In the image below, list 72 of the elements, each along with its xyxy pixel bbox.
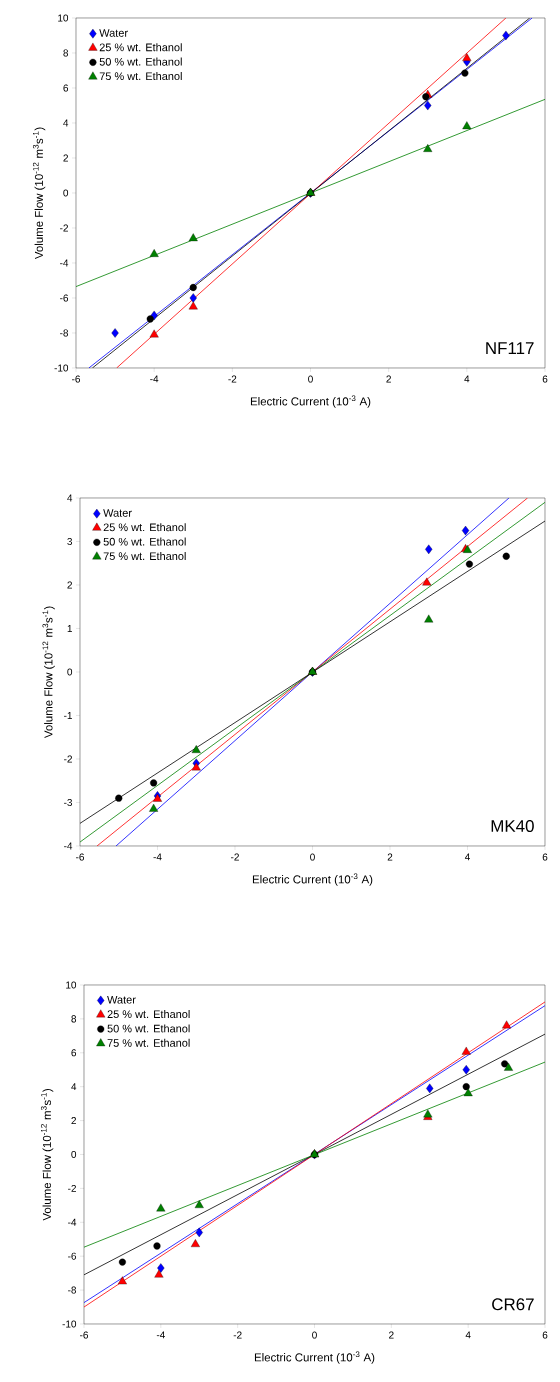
x-tick-label: 0 xyxy=(310,853,315,861)
y-tick-label: -1 xyxy=(64,712,72,719)
legend-label: 75 % wt. Ethanol xyxy=(99,72,182,81)
y-axis-title: Volume Flow (10$^{-12}$ m$^{3}$s$^{-1}$) xyxy=(42,606,55,739)
y-tick-label: 3 xyxy=(67,537,73,545)
legend-label: 50 % wt. Ethanol xyxy=(107,1024,190,1033)
legend-label: 25 % wt. Ethanol xyxy=(99,43,182,52)
y-tick-label: 2 xyxy=(71,1117,76,1125)
y-tick-label: 0 xyxy=(71,1150,77,1159)
y-tick-label: 8 xyxy=(63,49,69,57)
legend-label: Water xyxy=(99,29,128,37)
x-axis-title: Electric Current (10$^{-3}$ A) xyxy=(252,873,373,886)
y-tick-label: -8 xyxy=(68,1286,77,1294)
x-tick-label: 2 xyxy=(389,1331,394,1339)
y-tick-label: 6 xyxy=(63,84,69,92)
legend-label: 75 % wt. Ethanol xyxy=(103,551,186,561)
y-tick-label: 8 xyxy=(71,1015,77,1023)
y-tick-label: -6 xyxy=(60,294,69,302)
x-tick-label: 0 xyxy=(312,1331,317,1339)
legend-label: Water xyxy=(107,995,136,1004)
y-tick-label: 4 xyxy=(71,1083,77,1091)
x-tick-label: -4 xyxy=(156,1331,165,1339)
y-tick-label: -10 xyxy=(62,1320,77,1328)
legend-label: Water xyxy=(103,509,132,517)
y-tick-label: -8 xyxy=(60,329,69,337)
legend-label: 50 % wt. Ethanol xyxy=(103,537,186,546)
legend-label: 25 % wt. Ethanol xyxy=(103,523,186,532)
annotation: CR67 xyxy=(492,1298,534,1311)
y-tick-label: -10 xyxy=(54,364,69,372)
x-axis-title: Electric Current (10$^{-3}$ A) xyxy=(250,395,371,408)
x-tick-label: 6 xyxy=(542,375,548,383)
y-tick-label: -2 xyxy=(60,224,68,232)
y-tick-label: 10 xyxy=(58,14,69,22)
x-tick-label: -6 xyxy=(76,853,84,861)
y-tick-label: 0 xyxy=(63,189,69,197)
x-tick-label: 4 xyxy=(464,375,470,383)
x-tick-label: -4 xyxy=(150,375,159,383)
y-tick-label: 2 xyxy=(63,154,68,162)
legend-label: 50 % wt. Ethanol xyxy=(99,57,182,66)
x-tick-label: 4 xyxy=(465,1331,471,1339)
y-tick-label: -4 xyxy=(64,842,73,850)
y-tick-label: 2 xyxy=(67,581,72,589)
x-tick-label: 6 xyxy=(542,853,548,861)
annotation: NF117 xyxy=(486,342,534,354)
x-tick-label: 2 xyxy=(387,853,393,861)
x-tick-label: 6 xyxy=(542,1331,548,1339)
annotation: MK40 xyxy=(491,820,534,833)
y-tick-label: 1 xyxy=(67,625,72,632)
x-tick-label: -2 xyxy=(233,1331,242,1339)
legend-label: 75 % wt. Ethanol xyxy=(107,1038,190,1047)
y-axis-title: Volume Flow (10$^{-12}$ m$^{3}$s$^{-1}$) xyxy=(40,1089,54,1221)
legend-label: 25 % wt. Ethanol xyxy=(107,1009,190,1019)
x-tick-label: -6 xyxy=(80,1331,88,1339)
x-axis-title: Electric Current (10$^{-3}$ A) xyxy=(254,1351,375,1364)
x-tick-label: 4 xyxy=(464,853,470,861)
y-tick-label: -4 xyxy=(68,1218,77,1226)
y-tick-label: 10 xyxy=(66,981,77,989)
x-tick-label: 2 xyxy=(386,375,391,383)
y-axis-title: Volume Flow (10$^{-12}$ m$^{3}$s$^{-1}$) xyxy=(32,127,46,260)
x-tick-label: 0 xyxy=(308,375,313,383)
y-tick-label: -2 xyxy=(68,1184,76,1192)
y-tick-label: 4 xyxy=(63,119,69,127)
y-tick-label: -2 xyxy=(64,755,72,763)
y-tick-label: -4 xyxy=(60,259,69,267)
y-tick-label: 6 xyxy=(71,1049,77,1057)
y-tick-label: -3 xyxy=(64,798,73,806)
y-tick-label: -6 xyxy=(68,1252,77,1260)
y-tick-label: 4 xyxy=(67,494,73,502)
y-tick-label: 0 xyxy=(67,668,73,676)
x-tick-label: -4 xyxy=(153,853,162,861)
x-tick-label: -2 xyxy=(228,375,237,383)
x-tick-label: -2 xyxy=(231,853,239,861)
